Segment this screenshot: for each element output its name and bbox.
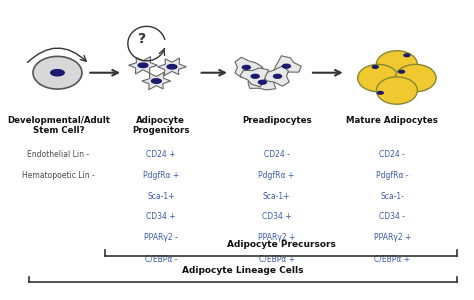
Ellipse shape [138, 63, 148, 68]
Text: Adipocyte Lineage Cells: Adipocyte Lineage Cells [182, 266, 304, 275]
Ellipse shape [377, 92, 383, 94]
Text: PdgfRα +: PdgfRα + [258, 171, 295, 180]
Text: PPARγ2 +: PPARγ2 + [258, 233, 295, 242]
Text: PdgfRα -: PdgfRα - [376, 171, 409, 180]
Text: CD24 -: CD24 - [380, 150, 405, 159]
Polygon shape [273, 56, 301, 74]
Ellipse shape [404, 54, 410, 57]
Text: Sca-1-: Sca-1- [381, 192, 404, 201]
Ellipse shape [399, 70, 404, 73]
Ellipse shape [51, 70, 64, 76]
Text: PPARγ2 -: PPARγ2 - [144, 233, 178, 242]
Circle shape [376, 51, 418, 78]
Text: C/EBPα +: C/EBPα + [374, 254, 410, 263]
Text: C/EBPα +: C/EBPα + [258, 254, 295, 263]
Circle shape [376, 77, 418, 104]
Ellipse shape [273, 74, 282, 78]
Text: Mature Adipocytes: Mature Adipocytes [346, 116, 438, 125]
Text: Endothelial Lin -: Endothelial Lin - [27, 150, 90, 159]
Circle shape [33, 56, 82, 89]
Ellipse shape [167, 64, 177, 69]
Polygon shape [142, 72, 171, 90]
Ellipse shape [373, 66, 378, 68]
Text: CD24 -: CD24 - [264, 150, 290, 159]
Text: CD34 -: CD34 - [379, 212, 405, 221]
Text: Developmental/Adult
Stem Cell?: Developmental/Adult Stem Cell? [7, 116, 110, 135]
Text: ?: ? [138, 32, 146, 46]
Text: Sca-1+: Sca-1+ [147, 192, 174, 201]
Polygon shape [248, 72, 276, 90]
Text: CD24 +: CD24 + [146, 150, 175, 159]
Text: Preadipocytes: Preadipocytes [242, 116, 311, 125]
Text: C/EBPα -: C/EBPα - [145, 254, 177, 263]
Polygon shape [128, 56, 157, 74]
Circle shape [395, 64, 436, 92]
Ellipse shape [152, 79, 161, 83]
Circle shape [358, 64, 399, 92]
Text: Adipocyte
Progenitors: Adipocyte Progenitors [132, 116, 190, 135]
Text: Sca-1+: Sca-1+ [263, 192, 291, 201]
Text: Adipocyte Precursors: Adipocyte Precursors [227, 240, 336, 249]
Text: PPARγ2 +: PPARγ2 + [374, 233, 411, 242]
Ellipse shape [283, 64, 291, 68]
Polygon shape [261, 66, 289, 86]
Polygon shape [240, 68, 268, 87]
Ellipse shape [242, 65, 250, 69]
Polygon shape [157, 58, 186, 76]
Text: Hematopoetic Lin -: Hematopoetic Lin - [22, 171, 95, 180]
Polygon shape [235, 57, 263, 77]
Ellipse shape [251, 74, 259, 78]
Text: PdgfRα +: PdgfRα + [143, 171, 179, 180]
Ellipse shape [258, 80, 266, 84]
Text: CD34 +: CD34 + [146, 212, 176, 221]
Text: CD34 +: CD34 + [262, 212, 292, 221]
